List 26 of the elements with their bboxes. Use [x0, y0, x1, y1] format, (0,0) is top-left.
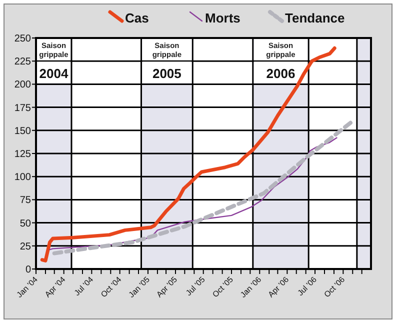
x-tick-label: Apr '06	[266, 274, 291, 300]
y-tick-label: 125	[14, 149, 32, 160]
x-tick-label: Apr '04	[43, 274, 68, 300]
y-tick-label: 150	[14, 126, 32, 137]
x-tick-label: Oct '06	[322, 274, 347, 300]
y-tick-label: 175	[14, 102, 32, 114]
x-tick-label: Jan '04	[14, 274, 40, 300]
y-tick-label: 75	[20, 195, 32, 206]
x-tick-label: Jan '05	[126, 274, 152, 300]
legend-label: Tendance	[285, 10, 345, 26]
x-tick-label: Jul '04	[72, 274, 96, 298]
y-tick-label: 250	[14, 34, 32, 44]
legend-label: Cas	[125, 10, 149, 26]
y-tick-label: 0	[25, 264, 32, 276]
x-tick-label: Jul '06	[296, 274, 319, 298]
y-tick-label: 25	[20, 241, 32, 252]
y-tick-label: 50	[20, 218, 32, 230]
x-tick-label: Jan '06	[238, 274, 264, 300]
x-tick-label: Apr '05	[154, 274, 180, 300]
x-tick-label: Oct '04	[99, 274, 124, 300]
x-tick-label: Jul '05	[184, 274, 208, 298]
y-tick-label: 200	[14, 80, 32, 91]
y-tick-label: 225	[14, 56, 32, 68]
legend-label: Morts	[205, 10, 240, 26]
x-tick-label: Oct '05	[210, 274, 236, 300]
y-tick-label: 100	[14, 172, 32, 184]
